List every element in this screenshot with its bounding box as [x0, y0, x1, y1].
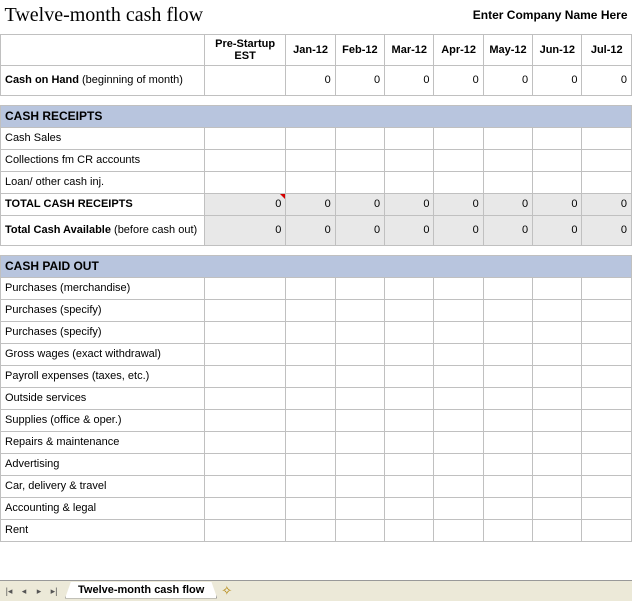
- cell[interactable]: 0: [582, 193, 632, 215]
- table-row: Accounting & legal: [1, 497, 632, 519]
- cash-on-hand-row: Cash on Hand (beginning of month) 0 0 0 …: [1, 65, 632, 95]
- total-available-row: Total Cash Available (before cash out) 0…: [1, 215, 632, 245]
- cell[interactable]: 0: [335, 65, 384, 95]
- cell[interactable]: 0: [434, 65, 483, 95]
- row-label-bold: Cash on Hand: [5, 74, 79, 86]
- col-header[interactable]: May-12: [483, 34, 532, 65]
- cell[interactable]: 0: [335, 193, 384, 215]
- spreadsheet-area: Twelve-month cash flow Enter Company Nam…: [0, 0, 632, 580]
- table-row: Cash Sales: [1, 127, 632, 149]
- row-label-rest: (beginning of month): [79, 74, 183, 86]
- page-title: Twelve-month cash flow: [1, 0, 385, 34]
- cell[interactable]: 0: [483, 215, 532, 245]
- section-cash-receipts: CASH RECEIPTS: [1, 105, 632, 127]
- cell[interactable]: 0: [582, 65, 632, 95]
- tab-nav-buttons: |◂ ◂ ▸ ▸|: [0, 583, 63, 599]
- cell[interactable]: 0: [533, 215, 582, 245]
- table-row: Supplies (office & oper.): [1, 409, 632, 431]
- table-row: Car, delivery & travel: [1, 475, 632, 497]
- col-header[interactable]: Jul-12: [582, 34, 632, 65]
- cell[interactable]: 0: [434, 193, 483, 215]
- cell[interactable]: 0: [286, 65, 335, 95]
- cell[interactable]: 0: [204, 193, 286, 215]
- cell[interactable]: 0: [533, 193, 582, 215]
- table-row: Outside services: [1, 387, 632, 409]
- cell[interactable]: 0: [286, 193, 335, 215]
- cell[interactable]: 0: [533, 65, 582, 95]
- table-row: Purchases (specify): [1, 321, 632, 343]
- col-header[interactable]: Mar-12: [385, 34, 434, 65]
- table-row: Repairs & maintenance: [1, 431, 632, 453]
- table-row: Rent: [1, 519, 632, 541]
- cashflow-table: Twelve-month cash flow Enter Company Nam…: [0, 0, 632, 542]
- col-header[interactable]: Feb-12: [335, 34, 384, 65]
- cell[interactable]: 0: [385, 65, 434, 95]
- cell[interactable]: 0: [434, 215, 483, 245]
- company-name-cell[interactable]: Enter Company Name Here: [385, 0, 632, 34]
- section-cash-paid-out: CASH PAID OUT: [1, 255, 632, 277]
- cell[interactable]: 0: [385, 215, 434, 245]
- col-header[interactable]: Jan-12: [286, 34, 335, 65]
- sheet-tab-active[interactable]: Twelve-month cash flow: [65, 582, 217, 599]
- table-row: Purchases (merchandise): [1, 277, 632, 299]
- table-row: Gross wages (exact withdrawal): [1, 343, 632, 365]
- table-row: Advertising: [1, 453, 632, 475]
- cell[interactable]: 0: [483, 193, 532, 215]
- tab-nav-prev-icon[interactable]: ◂: [17, 583, 31, 599]
- table-row: Loan/ other cash inj.: [1, 171, 632, 193]
- table-row: Payroll expenses (taxes, etc.): [1, 365, 632, 387]
- cell[interactable]: 0: [582, 215, 632, 245]
- tab-nav-first-icon[interactable]: |◂: [2, 583, 16, 599]
- col-header[interactable]: Pre-Startup EST: [204, 34, 286, 65]
- tab-nav-last-icon[interactable]: ▸|: [47, 583, 61, 599]
- cell[interactable]: 0: [483, 65, 532, 95]
- total-receipts-row: TOTAL CASH RECEIPTS 0 0 0 0 0 0 0 0: [1, 193, 632, 215]
- col-header[interactable]: Jun-12: [533, 34, 582, 65]
- table-row: Purchases (specify): [1, 299, 632, 321]
- cell[interactable]: [204, 65, 286, 95]
- table-row: Collections fm CR accounts: [1, 149, 632, 171]
- cell[interactable]: 0: [204, 215, 286, 245]
- new-sheet-icon[interactable]: ✧: [221, 583, 232, 599]
- cell[interactable]: 0: [286, 215, 335, 245]
- cell[interactable]: 0: [385, 193, 434, 215]
- tab-nav-next-icon[interactable]: ▸: [32, 583, 46, 599]
- col-header[interactable]: Apr-12: [434, 34, 483, 65]
- sheet-tab-bar: |◂ ◂ ▸ ▸| Twelve-month cash flow ✧: [0, 580, 632, 601]
- cell[interactable]: 0: [335, 215, 384, 245]
- header-row: Pre-Startup EST Jan-12 Feb-12 Mar-12 Apr…: [1, 34, 632, 65]
